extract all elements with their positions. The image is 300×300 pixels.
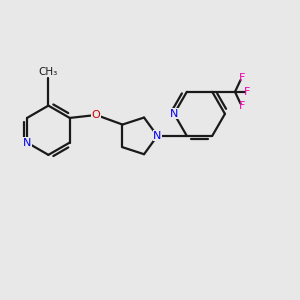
Text: O: O: [92, 110, 100, 120]
Text: N: N: [153, 131, 161, 141]
Text: F: F: [244, 87, 251, 97]
Text: F: F: [239, 101, 245, 111]
Text: N: N: [23, 138, 31, 148]
Text: N: N: [170, 109, 178, 119]
Text: CH₃: CH₃: [39, 67, 58, 77]
Text: F: F: [239, 73, 245, 83]
